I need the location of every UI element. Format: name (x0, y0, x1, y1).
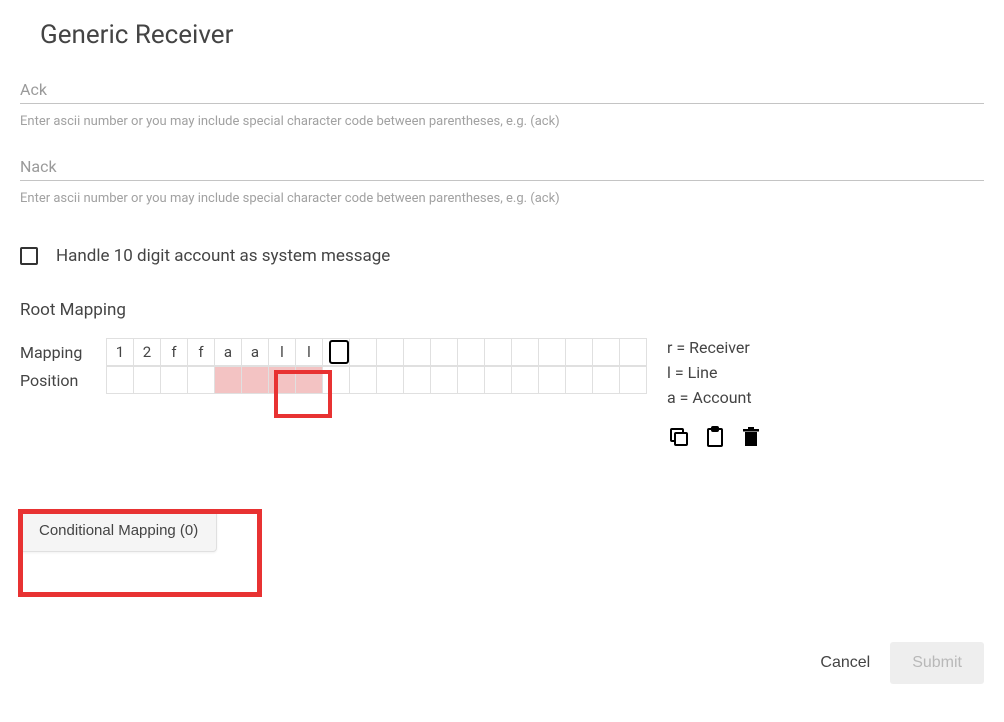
mapping-cell[interactable]: l (295, 338, 323, 366)
mapping-table: Mapping 12ffaall Position (20, 338, 647, 449)
mapping-cell[interactable]: f (160, 338, 188, 366)
nack-field-group: Nack Enter ascii number or you may inclu… (20, 157, 984, 206)
conditional-wrap: Conditional Mapping (0) (20, 509, 217, 552)
position-row-label: Position (20, 371, 106, 390)
mapping-cells: 12ffaall (106, 338, 647, 366)
mapping-cell[interactable] (592, 338, 620, 366)
position-cell[interactable] (376, 366, 404, 394)
position-cell[interactable] (511, 366, 539, 394)
mapping-area: Mapping 12ffaall Position r = Receiver l… (20, 338, 984, 449)
position-cell[interactable] (403, 366, 431, 394)
position-cell[interactable] (430, 366, 458, 394)
mapping-cell[interactable] (538, 338, 566, 366)
nack-label: Nack (20, 157, 984, 176)
position-cell[interactable] (133, 366, 161, 394)
mapping-cell[interactable] (511, 338, 539, 366)
trash-icon[interactable] (739, 425, 763, 449)
position-cell[interactable] (160, 366, 188, 394)
position-cell[interactable] (349, 366, 377, 394)
mapping-cell[interactable] (565, 338, 593, 366)
footer: Cancel Submit (20, 642, 984, 684)
mapping-row-label: Mapping (20, 343, 106, 362)
ack-field-group: Ack Enter ascii number or you may includ… (20, 80, 984, 129)
mapping-cell[interactable]: 1 (106, 338, 134, 366)
position-cell[interactable] (106, 366, 134, 394)
icon-row (667, 425, 763, 449)
position-cells (106, 366, 647, 394)
mapping-cell[interactable] (403, 338, 431, 366)
mapping-cell[interactable] (457, 338, 485, 366)
ack-input[interactable] (20, 103, 984, 104)
position-cell[interactable] (538, 366, 566, 394)
position-cell[interactable] (322, 366, 350, 394)
mapping-cell[interactable]: a (241, 338, 269, 366)
position-cell[interactable] (457, 366, 485, 394)
paste-icon[interactable] (703, 425, 727, 449)
legend-account: a = Account (667, 388, 763, 407)
page-title: Generic Receiver (40, 20, 984, 50)
mapping-cell[interactable]: l (268, 338, 296, 366)
legend-receiver: r = Receiver (667, 338, 763, 357)
nack-input[interactable] (20, 180, 984, 181)
position-cell[interactable] (619, 366, 647, 394)
position-cell[interactable] (484, 366, 512, 394)
nack-help-text: Enter ascii number or you may include sp… (20, 191, 984, 206)
position-row: Position (20, 366, 647, 394)
cursor-indicator (329, 340, 349, 364)
position-cell[interactable] (295, 366, 323, 394)
mapping-cell[interactable] (430, 338, 458, 366)
cancel-button[interactable]: Cancel (820, 654, 870, 672)
mapping-row: Mapping 12ffaall (20, 338, 647, 366)
handle-checkbox-row: Handle 10 digit account as system messag… (20, 246, 984, 266)
root-mapping-heading: Root Mapping (20, 300, 984, 320)
mapping-cell[interactable] (349, 338, 377, 366)
handle-checkbox-label: Handle 10 digit account as system messag… (56, 246, 390, 266)
mapping-cell[interactable] (484, 338, 512, 366)
legend: r = Receiver l = Line a = Account (667, 338, 763, 449)
position-cell[interactable] (565, 366, 593, 394)
mapping-cell[interactable]: f (187, 338, 215, 366)
position-cell[interactable] (214, 366, 242, 394)
position-cell[interactable] (241, 366, 269, 394)
ack-label: Ack (20, 80, 984, 99)
position-cell[interactable] (187, 366, 215, 394)
handle-checkbox[interactable] (20, 247, 38, 265)
mapping-cell[interactable] (376, 338, 404, 366)
conditional-mapping-button[interactable]: Conditional Mapping (0) (20, 509, 217, 552)
mapping-cell[interactable] (322, 338, 350, 366)
position-cell[interactable] (268, 366, 296, 394)
mapping-cell[interactable] (619, 338, 647, 366)
ack-help-text: Enter ascii number or you may include sp… (20, 114, 984, 129)
position-cell[interactable] (592, 366, 620, 394)
copy-icon[interactable] (667, 425, 691, 449)
legend-line: l = Line (667, 363, 763, 382)
mapping-cell[interactable]: 2 (133, 338, 161, 366)
mapping-cell[interactable]: a (214, 338, 242, 366)
submit-button[interactable]: Submit (890, 642, 984, 684)
